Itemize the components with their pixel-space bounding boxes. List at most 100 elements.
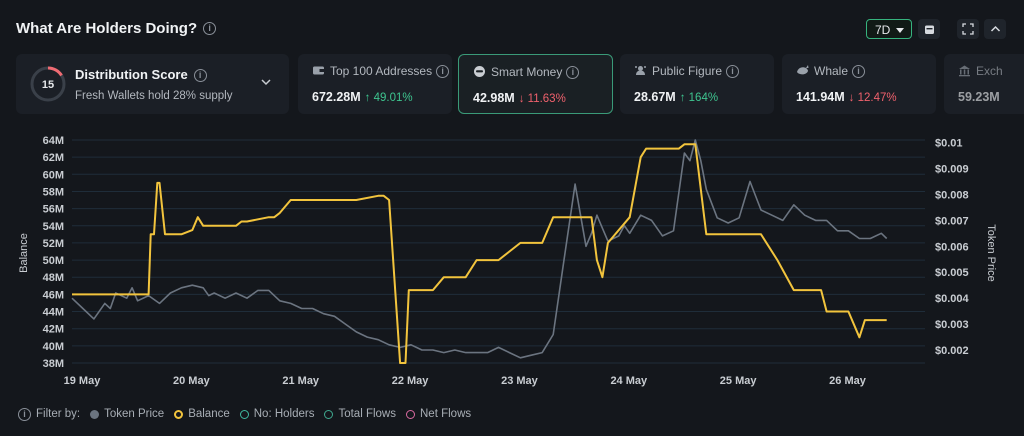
card-top-100-addresses[interactable]: Top 100 Addresses i 672.28M ↑ 49.01% (298, 54, 452, 114)
legend-item-net-flows[interactable]: Net Flows (406, 408, 471, 420)
y2-tick-label: $0.007 (935, 215, 969, 227)
y-tick-label: 48M (43, 272, 64, 284)
y-tick-label: 62M (43, 152, 64, 164)
whale-icon (797, 65, 809, 75)
y-tick-label: 52M (43, 238, 64, 250)
exchange-icon (959, 65, 970, 77)
holders-chart: 64M 62M 60M 58M 56M 54M 52M 50M 48M 46M 44M 42M 40M 3… (18, 135, 997, 387)
y-tick-label: 42M (43, 324, 64, 336)
legend-dot (406, 409, 415, 419)
time-range-label: 7D (875, 23, 891, 37)
panel-title: What Are Holders Doing? i (16, 20, 217, 37)
x-tick-label: 19 May (64, 375, 102, 387)
calendar-icon (924, 25, 934, 34)
y2-tick-label: $0.008 (935, 189, 969, 201)
x-tick-label: 22 May (392, 375, 430, 387)
distribution-score-ring: 15 (30, 66, 66, 102)
card-value: 28.67M ↑ 164% (634, 90, 719, 104)
y-tick-label: 44M (43, 307, 64, 319)
card-smart-money[interactable]: Smart Money i 42.98M ↓ 11.63% (458, 54, 613, 114)
chart-grid (72, 139, 925, 364)
info-icon[interactable]: i (436, 65, 450, 79)
y-tick-label: 56M (43, 204, 64, 216)
y2-tick-label: $0.01 (935, 138, 963, 150)
y-tick-label: 64M (43, 135, 64, 147)
y-tick-label: 58M (43, 186, 64, 198)
y2-tick-label: $0.004 (935, 293, 970, 305)
change-down: ↓ 12.47% (848, 92, 897, 104)
y-axis-right: $0.01 $0.009 $0.008 $0.007 $0.006 $0.005 $0.00… (935, 138, 970, 357)
card-public-figure[interactable]: Public Figure i 28.67M ↑ 164% (620, 54, 774, 114)
panel-title-text: What Are Holders Doing? (16, 20, 198, 37)
x-tick-label: 25 May (720, 375, 758, 387)
card-label: Public Figure i (652, 64, 740, 79)
y-tick-label: 46M (43, 289, 64, 301)
calendar-button[interactable] (918, 19, 940, 39)
info-icon[interactable]: i (852, 65, 866, 79)
card-value: 42.98M ↓ 11.63% (473, 91, 566, 105)
card-label: Whale i (814, 64, 866, 79)
card-value: 672.28M ↑ 49.01% (312, 90, 413, 104)
balance-series-line (72, 143, 887, 364)
change-up: ↑ 164% (679, 92, 719, 104)
token-price-series-line (71, 139, 888, 359)
change-down: ↓ 11.63% (518, 93, 566, 105)
chevron-down-icon (896, 28, 904, 33)
y-tick-label: 50M (43, 255, 64, 267)
distribution-score-card[interactable] (16, 54, 289, 114)
y-tick-label: 60M (43, 169, 64, 181)
y-tick-label: 40M (43, 341, 64, 353)
chevron-down-icon[interactable] (260, 78, 272, 86)
legend-item-total-flows[interactable]: Total Flows (324, 408, 396, 420)
card-label: Smart Money i (491, 65, 580, 80)
panel-header: What Are Holders Doing? i 7D (0, 0, 1024, 54)
info-icon[interactable]: i (193, 69, 207, 83)
legend-item-holders[interactable]: No: Holders (239, 408, 314, 420)
y-axis-title: Balance (18, 233, 30, 273)
y2-axis-title: Token Price (985, 224, 997, 281)
y-axis-left: 64M 62M 60M 58M 56M 54M 52M 50M 48M 46M 44M 42M 40M 3… (43, 135, 64, 370)
y-tick-label: 38M (43, 358, 64, 370)
x-axis: 19 May 20 May 21 May 22 May 23 May 24 May 25 M… (64, 375, 867, 387)
legend-dot (90, 409, 100, 419)
distribution-score-label: Distribution Score (75, 67, 188, 82)
collapse-button[interactable] (984, 19, 1006, 39)
x-tick-label: 23 May (501, 375, 539, 387)
card-label: Top 100 Addresses i (330, 64, 450, 79)
legend-item-balance[interactable]: Balance (174, 408, 230, 420)
info-icon[interactable]: i (566, 66, 580, 80)
info-icon[interactable]: i (18, 407, 31, 421)
x-tick-label: 21 May (282, 375, 320, 387)
distribution-score-subtitle: Fresh Wallets hold 28% supply (75, 90, 233, 102)
change-up: ↑ 49.01% (364, 92, 413, 104)
card-label: Exch (976, 64, 1003, 78)
legend-dot (324, 409, 334, 419)
y2-tick-label: $0.006 (935, 241, 969, 253)
public-figure-icon (635, 66, 646, 75)
x-tick-label: 24 May (610, 375, 648, 387)
legend-dot (239, 409, 249, 419)
distribution-score-value: 15 (42, 79, 54, 91)
y2-tick-label: $0.005 (935, 267, 969, 279)
chart-series (71, 139, 888, 364)
card-whale[interactable]: Whale i 141.94M ↓ 12.47% (782, 54, 936, 114)
smart-money-icon (474, 66, 485, 77)
filter-label: i Filter by: (18, 407, 80, 421)
info-icon[interactable]: i (726, 65, 740, 79)
info-icon[interactable]: i (203, 21, 217, 35)
time-range-dropdown[interactable]: 7D (866, 19, 912, 39)
x-tick-label: 20 May (173, 375, 211, 387)
card-value: 59.23M (958, 90, 1000, 104)
y2-tick-label: $0.009 (935, 164, 969, 176)
legend-item-token-price[interactable]: Token Price (90, 408, 164, 420)
fullscreen-button[interactable] (957, 19, 979, 39)
x-tick-label: 26 May (829, 375, 867, 387)
card-exchange[interactable]: Exch 59.23M (944, 54, 1024, 114)
expand-icon (962, 23, 974, 35)
chart-legend: i Filter by: Token Price Balance No: Hol… (18, 406, 481, 422)
legend-dot (174, 409, 184, 419)
wallet-icon (313, 66, 324, 75)
y-tick-label: 54M (43, 221, 64, 233)
card-value: 141.94M ↓ 12.47% (796, 90, 897, 104)
